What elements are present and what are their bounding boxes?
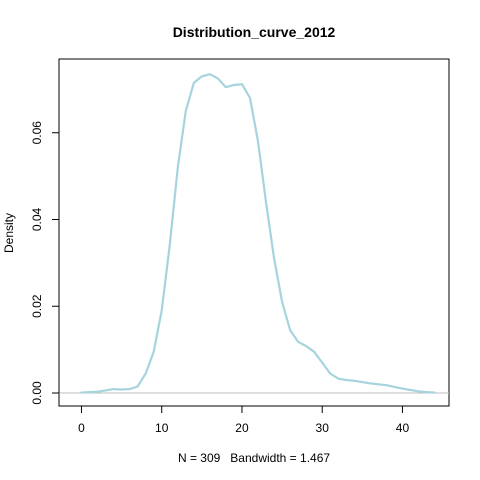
x-tick-label: 20 xyxy=(235,421,249,435)
y-tick-label: 0.02 xyxy=(30,294,44,318)
plot-frame xyxy=(58,58,450,407)
density-curve xyxy=(80,73,436,394)
y-tick-label: 0.06 xyxy=(30,121,44,145)
x-tick-label: 40 xyxy=(396,421,410,435)
y-tick-label: 0.04 xyxy=(30,207,44,231)
x-axis: 0 10 20 30 40 xyxy=(78,405,410,435)
chart-title: Distribution_curve_2012 xyxy=(173,24,336,40)
y-axis: 0.00 0.02 0.04 0.06 xyxy=(30,121,60,405)
y-tick-label: 0.00 xyxy=(30,381,44,405)
x-tick-label: 0 xyxy=(78,421,85,435)
x-tick-label: 30 xyxy=(316,421,330,435)
x-axis-label: N = 309 Bandwidth = 1.467 xyxy=(178,451,330,465)
y-axis-label: Density xyxy=(2,213,16,253)
x-tick-label: 10 xyxy=(155,421,169,435)
